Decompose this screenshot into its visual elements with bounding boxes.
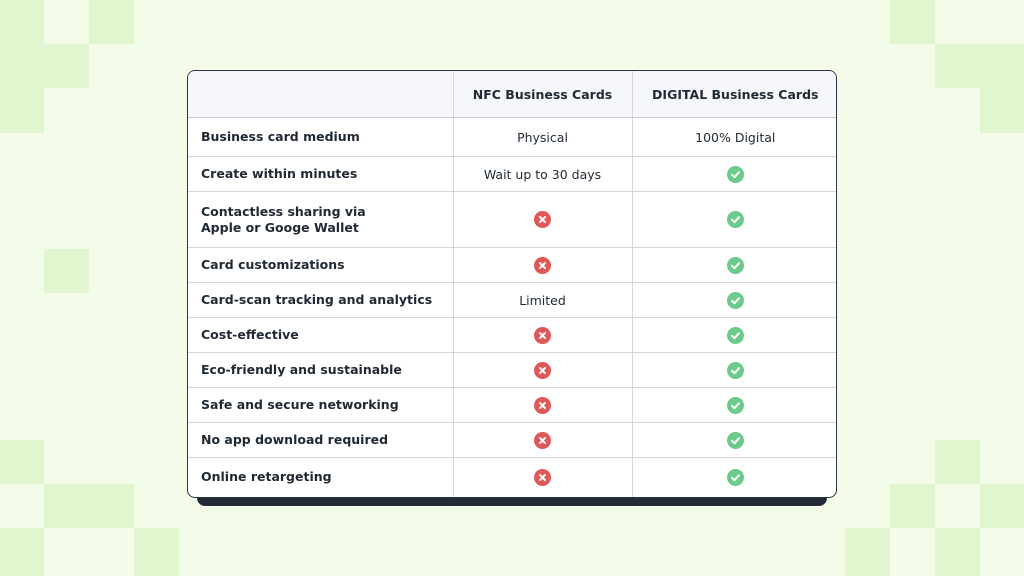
table-row: Cost-effective bbox=[188, 317, 836, 353]
cross-icon bbox=[534, 431, 551, 449]
decor-square bbox=[845, 528, 890, 576]
digital-status bbox=[631, 422, 836, 458]
decor-square bbox=[0, 528, 44, 576]
digital-status bbox=[631, 387, 836, 423]
feature-label: Card-scan tracking and analytics bbox=[188, 282, 454, 318]
table-row: Contactless sharing via Apple or Googe W… bbox=[188, 191, 836, 248]
table-row: Eco-friendly and sustainable bbox=[188, 352, 836, 388]
table-row: Business card medium Physical 100% Digital bbox=[188, 117, 836, 157]
digital-value: 100% Digital bbox=[631, 117, 836, 157]
table-row: No app download required bbox=[188, 422, 836, 458]
comparison-table: NFC Business Cards DIGITAL Business Card… bbox=[188, 71, 836, 497]
cross-icon bbox=[534, 256, 551, 274]
check-icon bbox=[726, 211, 744, 228]
decor-square bbox=[44, 484, 134, 528]
nfc-status bbox=[452, 317, 633, 353]
nfc-status bbox=[452, 457, 633, 497]
decor-square bbox=[134, 528, 179, 576]
nfc-status bbox=[452, 352, 633, 388]
cross-icon bbox=[534, 361, 551, 379]
decor-square bbox=[44, 249, 89, 293]
digital-status bbox=[631, 317, 836, 353]
digital-status bbox=[631, 156, 836, 192]
digital-status bbox=[631, 247, 836, 283]
feature-label: Online retargeting bbox=[188, 457, 454, 497]
check-icon bbox=[726, 165, 744, 183]
check-icon bbox=[726, 468, 744, 486]
check-icon bbox=[726, 326, 744, 344]
comparison-card: NFC Business Cards DIGITAL Business Card… bbox=[187, 70, 837, 498]
table-header-row: NFC Business Cards DIGITAL Business Card… bbox=[188, 71, 836, 118]
feature-label: Create within minutes bbox=[188, 156, 454, 192]
decor-square bbox=[980, 484, 1024, 528]
header-digital: DIGITAL Business Cards bbox=[631, 71, 836, 118]
nfc-status bbox=[452, 247, 633, 283]
header-nfc: NFC Business Cards bbox=[452, 71, 633, 118]
decor-square bbox=[935, 528, 980, 576]
decor-square bbox=[935, 44, 980, 88]
check-icon bbox=[726, 361, 744, 379]
table-row: Card customizations bbox=[188, 247, 836, 283]
table-row: Online retargeting bbox=[188, 457, 836, 497]
cross-icon bbox=[534, 468, 551, 486]
nfc-status bbox=[452, 191, 633, 248]
nfc-status bbox=[452, 422, 633, 458]
feature-label: Cost-effective bbox=[188, 317, 454, 353]
nfc-value: Wait up to 30 days bbox=[452, 156, 633, 192]
decor-square bbox=[44, 44, 89, 88]
decor-square bbox=[890, 484, 935, 528]
digital-status bbox=[631, 352, 836, 388]
decor-square bbox=[89, 0, 134, 44]
digital-status bbox=[631, 191, 836, 248]
nfc-value: Physical bbox=[452, 117, 633, 157]
check-icon bbox=[726, 256, 744, 274]
check-icon bbox=[726, 431, 744, 449]
digital-status bbox=[631, 282, 836, 318]
decor-square bbox=[0, 0, 44, 133]
cross-icon bbox=[534, 326, 551, 344]
cross-icon bbox=[534, 211, 551, 228]
feature-label: Eco-friendly and sustainable bbox=[188, 352, 454, 388]
cross-icon bbox=[534, 396, 551, 414]
feature-label: Contactless sharing via Apple or Googe W… bbox=[188, 191, 454, 248]
decor-square bbox=[890, 0, 935, 44]
digital-status bbox=[631, 457, 836, 497]
feature-label: Business card medium bbox=[188, 117, 454, 157]
nfc-value: Limited bbox=[452, 282, 633, 318]
decor-square bbox=[0, 440, 44, 484]
decor-square bbox=[980, 44, 1024, 133]
feature-label: Safe and secure networking bbox=[188, 387, 454, 423]
table-row: Card-scan tracking and analytics Limited bbox=[188, 282, 836, 318]
check-icon bbox=[726, 396, 744, 414]
feature-label: Card customizations bbox=[188, 247, 454, 283]
check-icon bbox=[726, 291, 744, 309]
table-row: Safe and secure networking bbox=[188, 387, 836, 423]
feature-label: No app download required bbox=[188, 422, 454, 458]
decor-square bbox=[935, 440, 980, 484]
nfc-status bbox=[452, 387, 633, 423]
header-empty bbox=[188, 71, 454, 118]
table-row: Create within minutes Wait up to 30 days bbox=[188, 156, 836, 192]
